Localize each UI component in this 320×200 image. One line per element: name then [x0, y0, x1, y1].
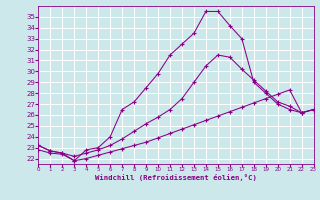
- X-axis label: Windchill (Refroidissement éolien,°C): Windchill (Refroidissement éolien,°C): [95, 174, 257, 181]
